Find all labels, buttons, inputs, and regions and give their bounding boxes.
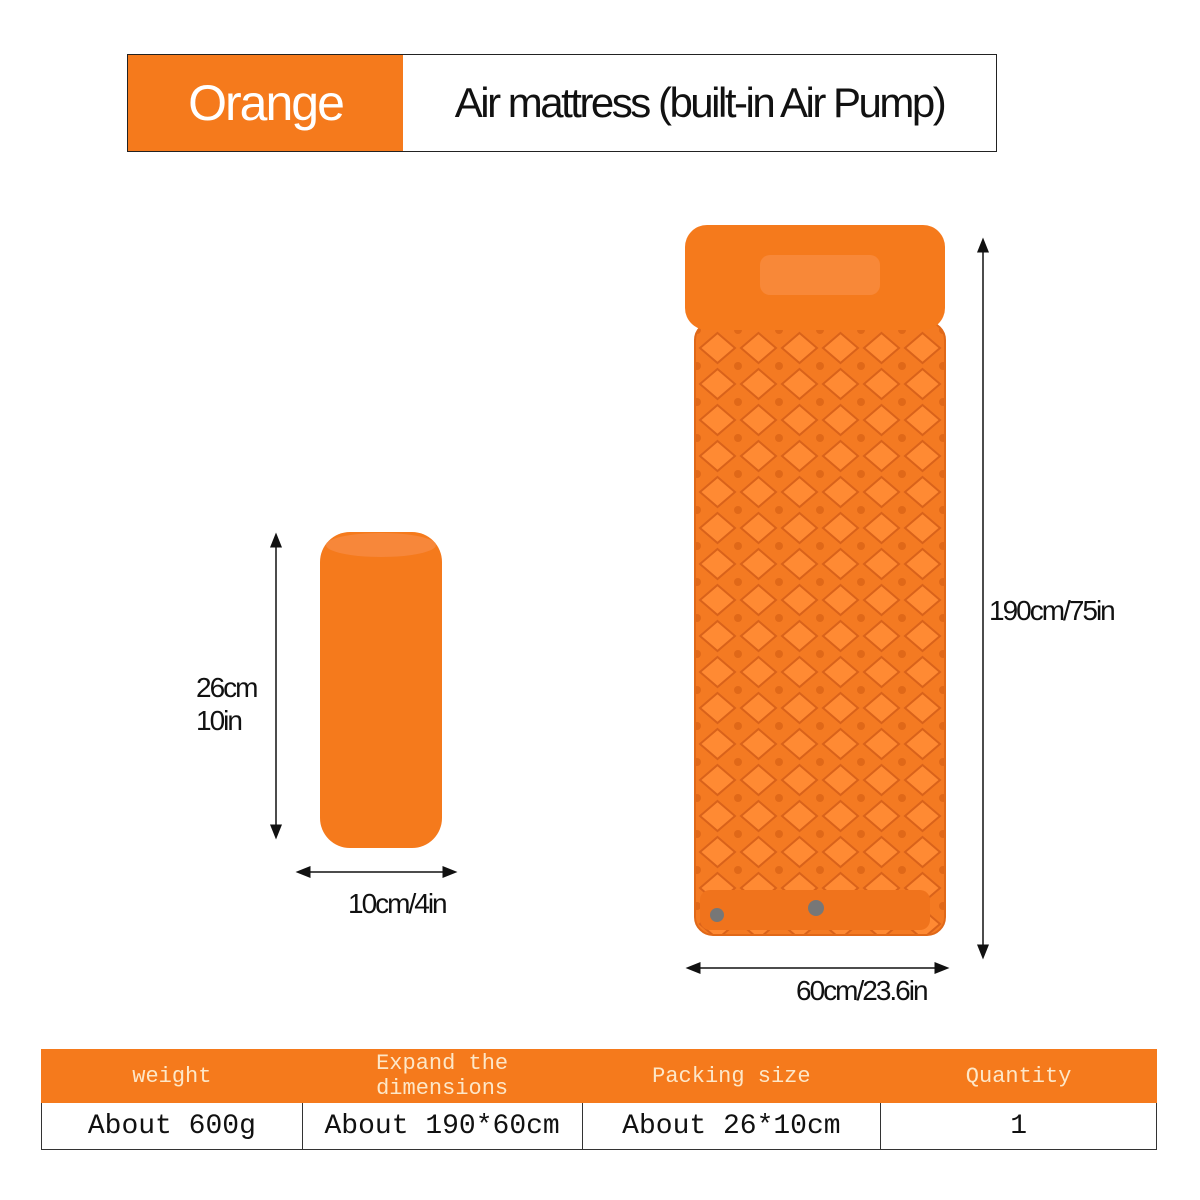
spec-table: weight Expand the dimensions Packing siz… [41, 1049, 1157, 1150]
mattress-width-label: 60cm/23.6in [796, 975, 929, 1006]
header-quantity: Quantity [880, 1049, 1157, 1103]
header-expand-dimensions: Expand the dimensions [301, 1049, 583, 1103]
valve-icon [710, 908, 724, 922]
table-header-row: weight Expand the dimensions Packing siz… [41, 1049, 1157, 1103]
packed-bag [320, 532, 442, 848]
pump-valve-icon [808, 900, 824, 916]
cell-packing-size: About 26*10cm [581, 1102, 882, 1150]
header-weight: weight [41, 1049, 303, 1103]
color-label: Orange [128, 55, 403, 151]
packed-width-label: 10cm/4in [348, 888, 448, 919]
title-banner: Orange Air mattress (built-in Air Pump) [127, 54, 997, 152]
mattress [685, 225, 946, 936]
table-row: About 600g About 190*60cm About 26*10cm … [41, 1102, 1157, 1150]
mattress-length-label: 190cm/75in [989, 595, 1116, 626]
product-illustration [270, 225, 989, 974]
cell-weight: About 600g [41, 1102, 303, 1150]
packed-height-label: 26cm [196, 672, 258, 703]
product-title: Air mattress (built-in Air Pump) [454, 79, 947, 126]
cell-quantity: 1 [880, 1102, 1157, 1150]
cell-expand-dimensions: About 190*60cm [301, 1102, 583, 1150]
header-packing-size: Packing size [581, 1049, 882, 1103]
packed-height-in-label: 10in [196, 705, 243, 736]
